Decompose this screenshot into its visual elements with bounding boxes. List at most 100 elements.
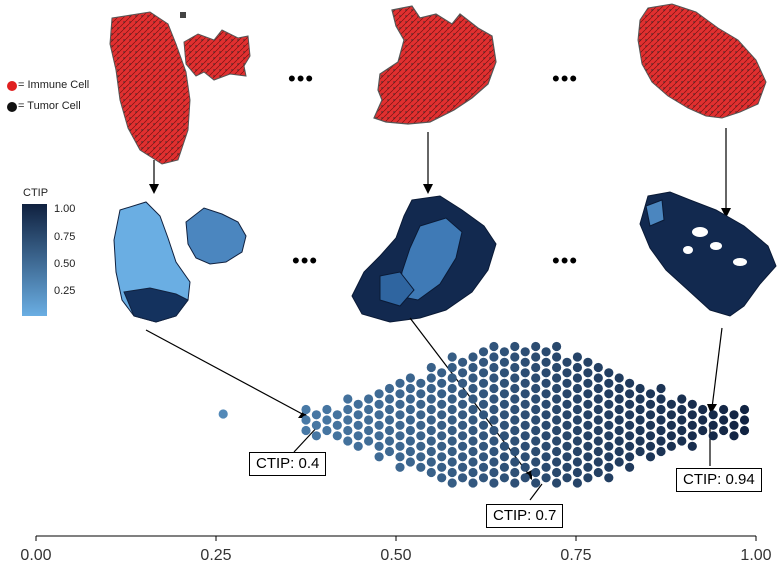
beeswarm-dot xyxy=(552,373,562,383)
beeswarm-dot xyxy=(510,383,520,394)
beeswarm-dot xyxy=(458,389,468,399)
beeswarm-dot xyxy=(583,357,593,367)
beeswarm-dot xyxy=(614,373,624,383)
beeswarm-dot xyxy=(489,404,499,415)
beeswarm-dot xyxy=(604,410,614,420)
beeswarm-dot xyxy=(384,383,395,394)
beeswarm-dot xyxy=(499,431,509,441)
beeswarm-dot xyxy=(739,415,750,425)
beeswarm-dot xyxy=(593,415,603,425)
beeswarm-dot xyxy=(687,420,697,430)
beeswarm-dot xyxy=(614,425,624,436)
beeswarm-dot xyxy=(489,446,499,457)
beeswarm-dot xyxy=(437,473,447,483)
beeswarm-dot xyxy=(625,389,635,399)
beeswarm-dot xyxy=(593,457,603,467)
beeswarm-dot xyxy=(625,378,635,388)
beeswarm-dot xyxy=(405,383,415,394)
beeswarm-dot xyxy=(562,452,572,462)
beeswarm-dot xyxy=(562,462,572,472)
beeswarm-dot xyxy=(499,473,509,483)
beeswarm-dot xyxy=(447,467,457,478)
beeswarm-dot xyxy=(384,436,395,446)
beeswarm-dot xyxy=(447,425,457,436)
beeswarm-dot xyxy=(311,420,321,430)
beeswarm-dot xyxy=(384,394,395,404)
beeswarm-dot xyxy=(531,362,541,373)
beeswarm-dot xyxy=(604,431,614,441)
beeswarm-dot xyxy=(468,404,478,415)
beeswarm-dot xyxy=(426,425,436,436)
beeswarm-dot xyxy=(656,383,666,394)
beeswarm-dot xyxy=(572,394,583,404)
beeswarm-dot xyxy=(364,394,374,404)
beeswarm-dot xyxy=(447,373,457,383)
beeswarm-dot xyxy=(687,410,697,420)
beeswarm-dot xyxy=(531,383,541,394)
beeswarm-dot xyxy=(499,389,509,399)
beeswarm-dot xyxy=(562,473,572,483)
beeswarm-dot xyxy=(552,362,562,373)
beeswarm-dot xyxy=(478,420,489,430)
ellipsis-top-2: ••• xyxy=(552,66,579,91)
beeswarm-dot xyxy=(552,446,562,457)
beeswarm-dot xyxy=(405,457,415,467)
ellipsis-mid-2: ••• xyxy=(552,248,579,273)
beeswarm-dot xyxy=(572,415,583,425)
beeswarm-dot xyxy=(478,347,489,357)
beeswarm-dot xyxy=(489,478,499,488)
beeswarm-dot xyxy=(405,415,415,425)
beeswarm-dot xyxy=(437,399,447,409)
beeswarm-dot xyxy=(583,410,593,420)
beeswarm-dot xyxy=(572,446,583,457)
beeswarm-dot xyxy=(395,410,405,420)
beeswarm-dot xyxy=(677,425,687,436)
beeswarm-dot xyxy=(489,436,499,446)
beeswarm-dot xyxy=(604,399,614,409)
colorbar-tick-1: 1.00 xyxy=(54,203,76,215)
beeswarm-dot xyxy=(520,357,530,367)
beeswarm-dot xyxy=(343,404,353,415)
beeswarm-dot xyxy=(593,425,603,436)
beeswarm-dot xyxy=(635,394,645,404)
down-arrow-1 xyxy=(149,160,159,194)
beeswarm-dot xyxy=(625,431,635,441)
beeswarm-dot xyxy=(458,378,468,388)
tissue-section-3 xyxy=(637,3,767,119)
beeswarm-dot xyxy=(541,357,551,367)
beeswarm-dot xyxy=(677,415,687,425)
beeswarm-dot xyxy=(541,389,551,399)
beeswarm-dot xyxy=(656,394,666,404)
beeswarm-dot xyxy=(405,404,415,415)
beeswarm-dot xyxy=(583,368,593,378)
beeswarm-dot xyxy=(395,420,405,430)
beeswarm-dot xyxy=(489,341,499,352)
beeswarm-dot xyxy=(510,415,520,425)
beeswarm-dot xyxy=(437,462,447,472)
beeswarm-dot xyxy=(332,431,342,441)
beeswarm-dot xyxy=(416,410,426,420)
beeswarm-dot xyxy=(677,404,687,415)
beeswarm-dot xyxy=(426,457,436,467)
beeswarm-dot xyxy=(593,362,603,373)
beeswarm-dot xyxy=(468,383,478,394)
beeswarm-dot xyxy=(416,420,426,430)
beeswarm-dot xyxy=(510,404,520,415)
beeswarm-dot xyxy=(374,441,384,451)
tumor-cell-dot-icon xyxy=(7,102,17,112)
beeswarm-dot xyxy=(364,425,374,436)
beeswarm-dot xyxy=(645,420,656,430)
beeswarm-dot xyxy=(572,352,583,362)
beeswarm-dot xyxy=(374,399,384,409)
beeswarm-dot xyxy=(666,431,677,441)
beeswarm-dot xyxy=(405,425,415,436)
beeswarm-dot xyxy=(583,441,593,451)
beeswarm-dot xyxy=(478,410,489,420)
beeswarm-dot xyxy=(301,425,311,436)
beeswarm-dot xyxy=(562,410,572,420)
beeswarm-dot xyxy=(478,452,489,462)
beeswarm-dot xyxy=(593,404,603,415)
beeswarm-dot xyxy=(562,368,572,378)
beeswarm-dot xyxy=(447,362,457,373)
beeswarm-dot xyxy=(531,436,541,446)
